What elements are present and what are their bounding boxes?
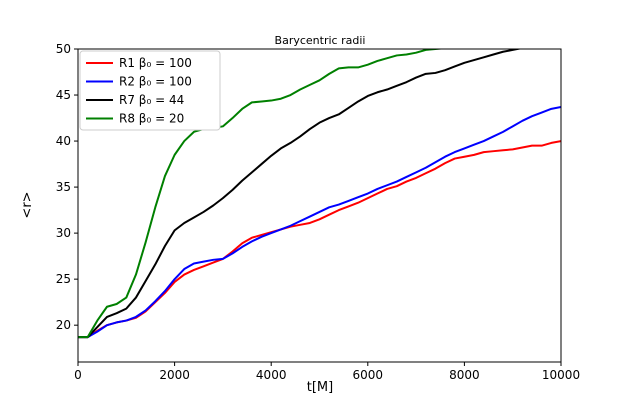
y-axis-ticks: 20 25 30 35 40 45 50: [56, 42, 78, 332]
legend: R1 β₀ = 100 R2 β₀ = 100 R7 β₀ = 44 R8 β₀ = …: [79, 50, 221, 131]
x-tick-label: 10000: [542, 368, 580, 382]
x-tick-label: 6000: [353, 368, 384, 382]
x-axis-label: t[M]: [307, 380, 333, 395]
y-axis-label: <r>: [20, 191, 35, 218]
legend-label-4: R8 β₀ = 20: [119, 112, 184, 126]
y-tick-label: 35: [56, 180, 71, 194]
x-tick-label: 8000: [449, 368, 480, 382]
y-tick-label: 20: [56, 318, 71, 332]
legend-label-1: R1 β₀ = 100: [119, 56, 192, 70]
series-line-4: [78, 49, 446, 339]
legend-label-3: R7 β₀ = 44: [119, 93, 184, 107]
x-tick-label: 4000: [256, 368, 287, 382]
y-tick-label: 40: [56, 134, 71, 148]
chart-title: Barycentric radii: [275, 34, 366, 47]
legend-label-2: R2 β₀ = 100: [119, 75, 192, 89]
series-layer: [78, 49, 561, 339]
legend-box: [79, 50, 221, 131]
y-tick-label: 50: [56, 42, 71, 56]
y-tick-label: 30: [56, 226, 71, 240]
x-axis-ticks: 0 2000 4000 6000 8000 10000: [74, 362, 580, 382]
y-tick-label: 25: [56, 272, 71, 286]
x-tick-label: 2000: [159, 368, 190, 382]
plot-frame: [77, 48, 562, 363]
legend-items: R1 β₀ = 100 R2 β₀ = 100 R7 β₀ = 44 R8 β₀ = …: [86, 56, 192, 126]
series-line-3: [78, 49, 523, 339]
y-tick-label: 45: [56, 88, 71, 102]
x-tick-label: 0: [74, 368, 82, 382]
series-line-2: [78, 106, 561, 339]
